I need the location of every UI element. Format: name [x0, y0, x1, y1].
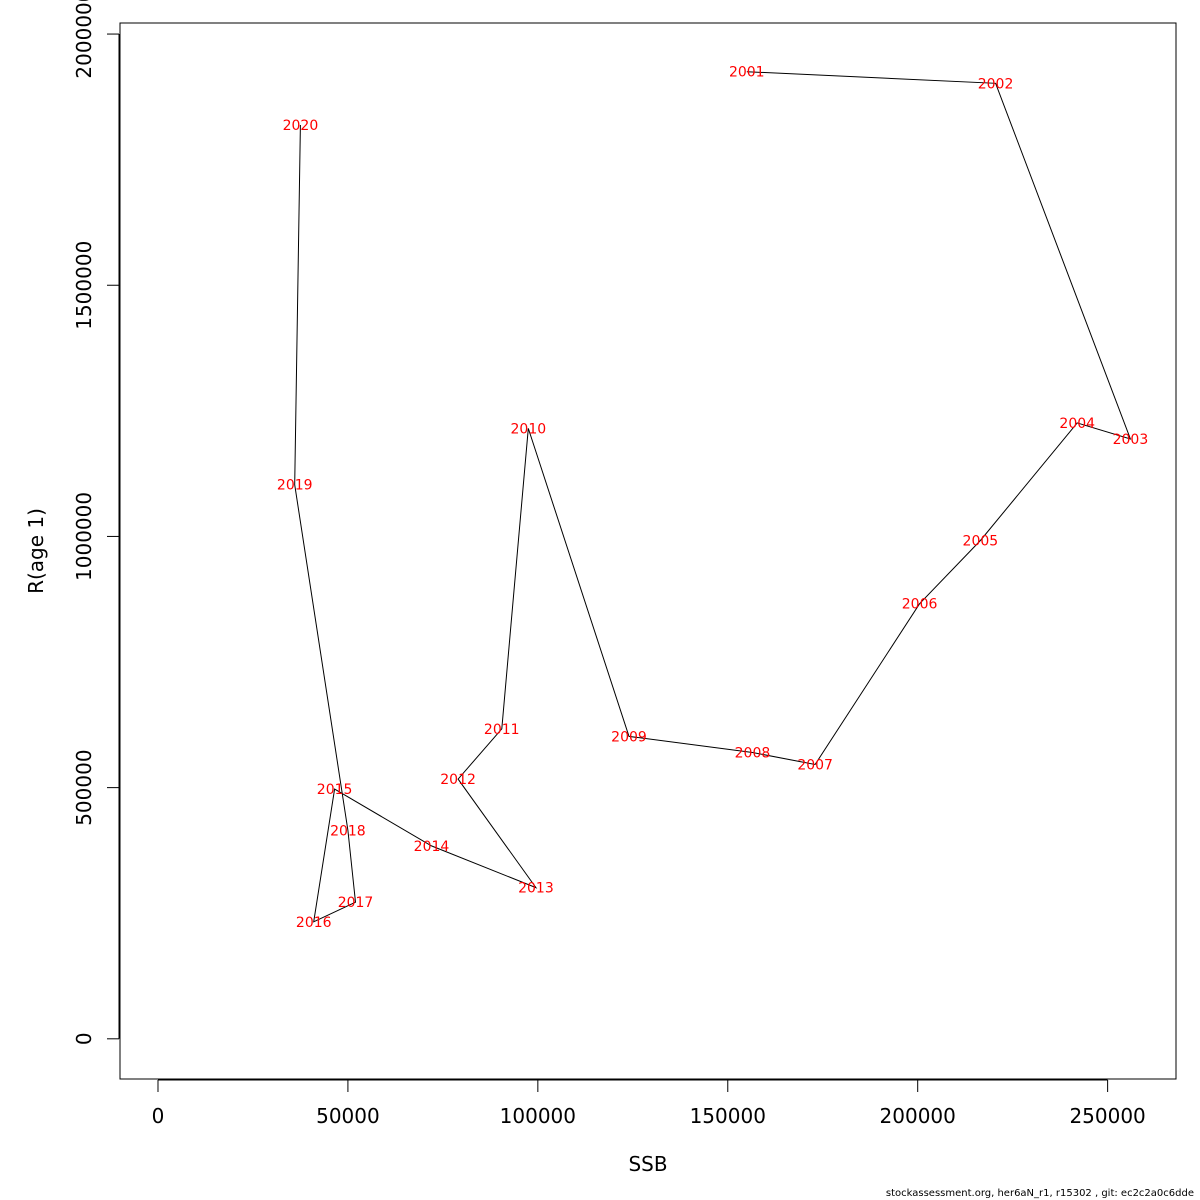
- year-label-2007: 2007: [797, 758, 833, 774]
- year-label-2001: 2001: [729, 65, 765, 81]
- year-label-2017: 2017: [338, 895, 374, 911]
- x-tick-label: 0: [152, 1104, 165, 1128]
- ssb-recruitment-line: [294, 71, 1132, 923]
- y-tick-label: 0: [72, 1032, 96, 1045]
- x-tick-label: 250000: [1069, 1104, 1145, 1128]
- x-tick-label: 100000: [500, 1104, 576, 1128]
- year-label-2008: 2008: [735, 745, 771, 761]
- year-label-2006: 2006: [902, 597, 938, 613]
- x-axis: 0 50000 100000 150000 200000 250000: [152, 1079, 1146, 1128]
- year-label-2015: 2015: [317, 782, 353, 798]
- y-tick-label: 500000: [72, 749, 96, 825]
- year-label-2014: 2014: [414, 839, 450, 855]
- year-label-2009: 2009: [611, 729, 647, 745]
- year-label-2020: 2020: [283, 118, 319, 134]
- year-label-2019: 2019: [277, 478, 313, 494]
- footer-credit: stockassessment.org, her6aN_r1, r15302 ,…: [885, 1188, 1194, 1199]
- y-axis: 0 500000 1000000 1500000 2000000: [72, 0, 120, 1045]
- year-label-2018: 2018: [330, 823, 366, 839]
- x-tick-label: 150000: [690, 1104, 766, 1128]
- y-tick-label: 1500000: [72, 241, 96, 330]
- x-tick-label: 50000: [316, 1104, 380, 1128]
- y-tick-label: 1000000: [72, 492, 96, 581]
- year-label-2010: 2010: [511, 421, 547, 437]
- y-axis-title: R(age 1): [24, 508, 48, 594]
- year-label-2013: 2013: [518, 881, 554, 897]
- plot-frame: [119, 22, 1177, 1080]
- year-label-2003: 2003: [1113, 432, 1149, 448]
- year-labels: 2001 2002 2003 2004 2005 2006 2007 2008 2009 2010…: [277, 65, 1148, 931]
- x-axis-title: SSB: [628, 1152, 667, 1176]
- year-label-2011: 2011: [484, 722, 520, 738]
- year-label-2005: 2005: [963, 533, 999, 549]
- x-tick-label: 200000: [880, 1104, 956, 1128]
- year-label-2002: 2002: [978, 76, 1014, 92]
- year-label-2012: 2012: [440, 772, 476, 788]
- year-label-2016: 2016: [296, 915, 332, 931]
- series-path: [294, 71, 1132, 923]
- y-tick-label: 2000000: [72, 0, 96, 79]
- year-label-2004: 2004: [1059, 416, 1095, 432]
